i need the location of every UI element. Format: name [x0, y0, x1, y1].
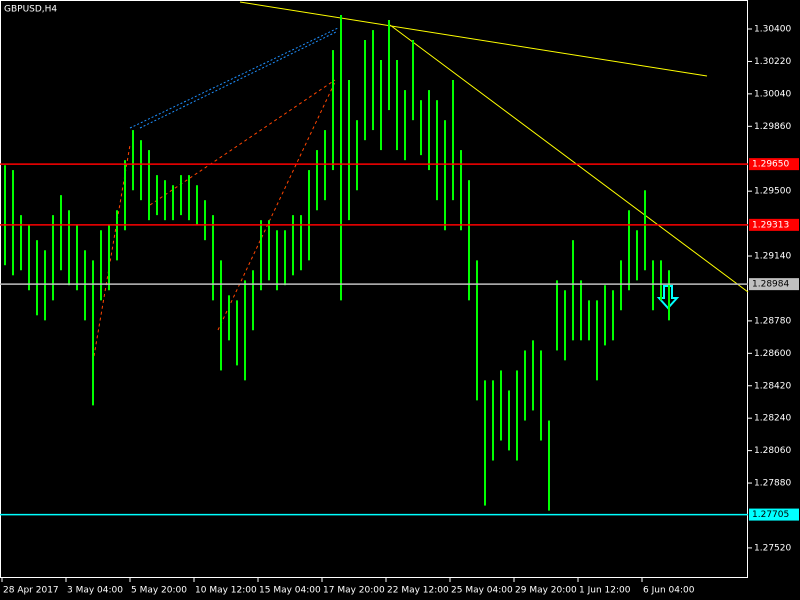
x-tick-label: 15 May 04:00 [259, 586, 321, 596]
level-label-bg [749, 158, 799, 171]
x-tick-label: 10 May 12:00 [195, 586, 257, 596]
x-tick-label: 3 May 04:00 [67, 586, 123, 596]
level-label: 1.29650 [752, 160, 789, 170]
y-tick-label: 1.28240 [754, 414, 791, 424]
level-label: 1.27705 [752, 510, 789, 520]
level-label-bg [749, 278, 799, 291]
level-label-bg [749, 508, 799, 521]
y-tick-label: 1.28780 [754, 316, 791, 326]
fib-line [149, 79, 336, 206]
y-tick-label: 1.29860 [754, 122, 791, 132]
y-tick-label: 1.30400 [754, 25, 791, 35]
x-tick-label: 17 May 20:00 [323, 586, 385, 596]
chart-title: GBPUSD,H4 [4, 5, 57, 15]
y-tick-label: 1.30040 [754, 89, 791, 99]
y-tick-label: 1.28420 [754, 381, 791, 391]
x-tick-label: 29 May 20:00 [515, 586, 577, 596]
y-tick-label: 1.28060 [754, 446, 791, 456]
x-tick-label: 22 May 12:00 [387, 586, 449, 596]
level-label: 1.29313 [752, 220, 789, 230]
y-tick-label: 1.27520 [754, 543, 791, 553]
x-tick-label: 25 May 04:00 [451, 586, 513, 596]
x-tick-label: 1 Jun 12:00 [579, 586, 631, 596]
y-tick-label: 1.29500 [754, 187, 791, 197]
plot-frame [0, 0, 748, 578]
level-label: 1.28984 [752, 280, 789, 290]
y-tick-label: 1.29140 [754, 252, 791, 262]
fib-line [139, 31, 337, 129]
sell-arrow [656, 285, 680, 310]
x-tick-label: 5 May 20:00 [131, 586, 187, 596]
trend-line [239, 1, 708, 77]
trend-line [389, 24, 749, 293]
level-label-bg [749, 218, 799, 231]
x-tick-label: 6 Jun 04:00 [643, 586, 695, 596]
fib-line [129, 27, 339, 129]
y-tick-label: 1.30220 [754, 57, 791, 67]
fib-line [92, 144, 131, 363]
x-tick-label: 28 Apr 2017 [3, 586, 59, 596]
y-tick-label: 1.28600 [754, 349, 791, 359]
plot-area: 1.30400 1.30220 1.30040 1.29860 1.29500 1.291… [0, 14, 799, 596]
fib-line [217, 81, 336, 331]
y-tick-label: 1.27880 [754, 479, 791, 489]
